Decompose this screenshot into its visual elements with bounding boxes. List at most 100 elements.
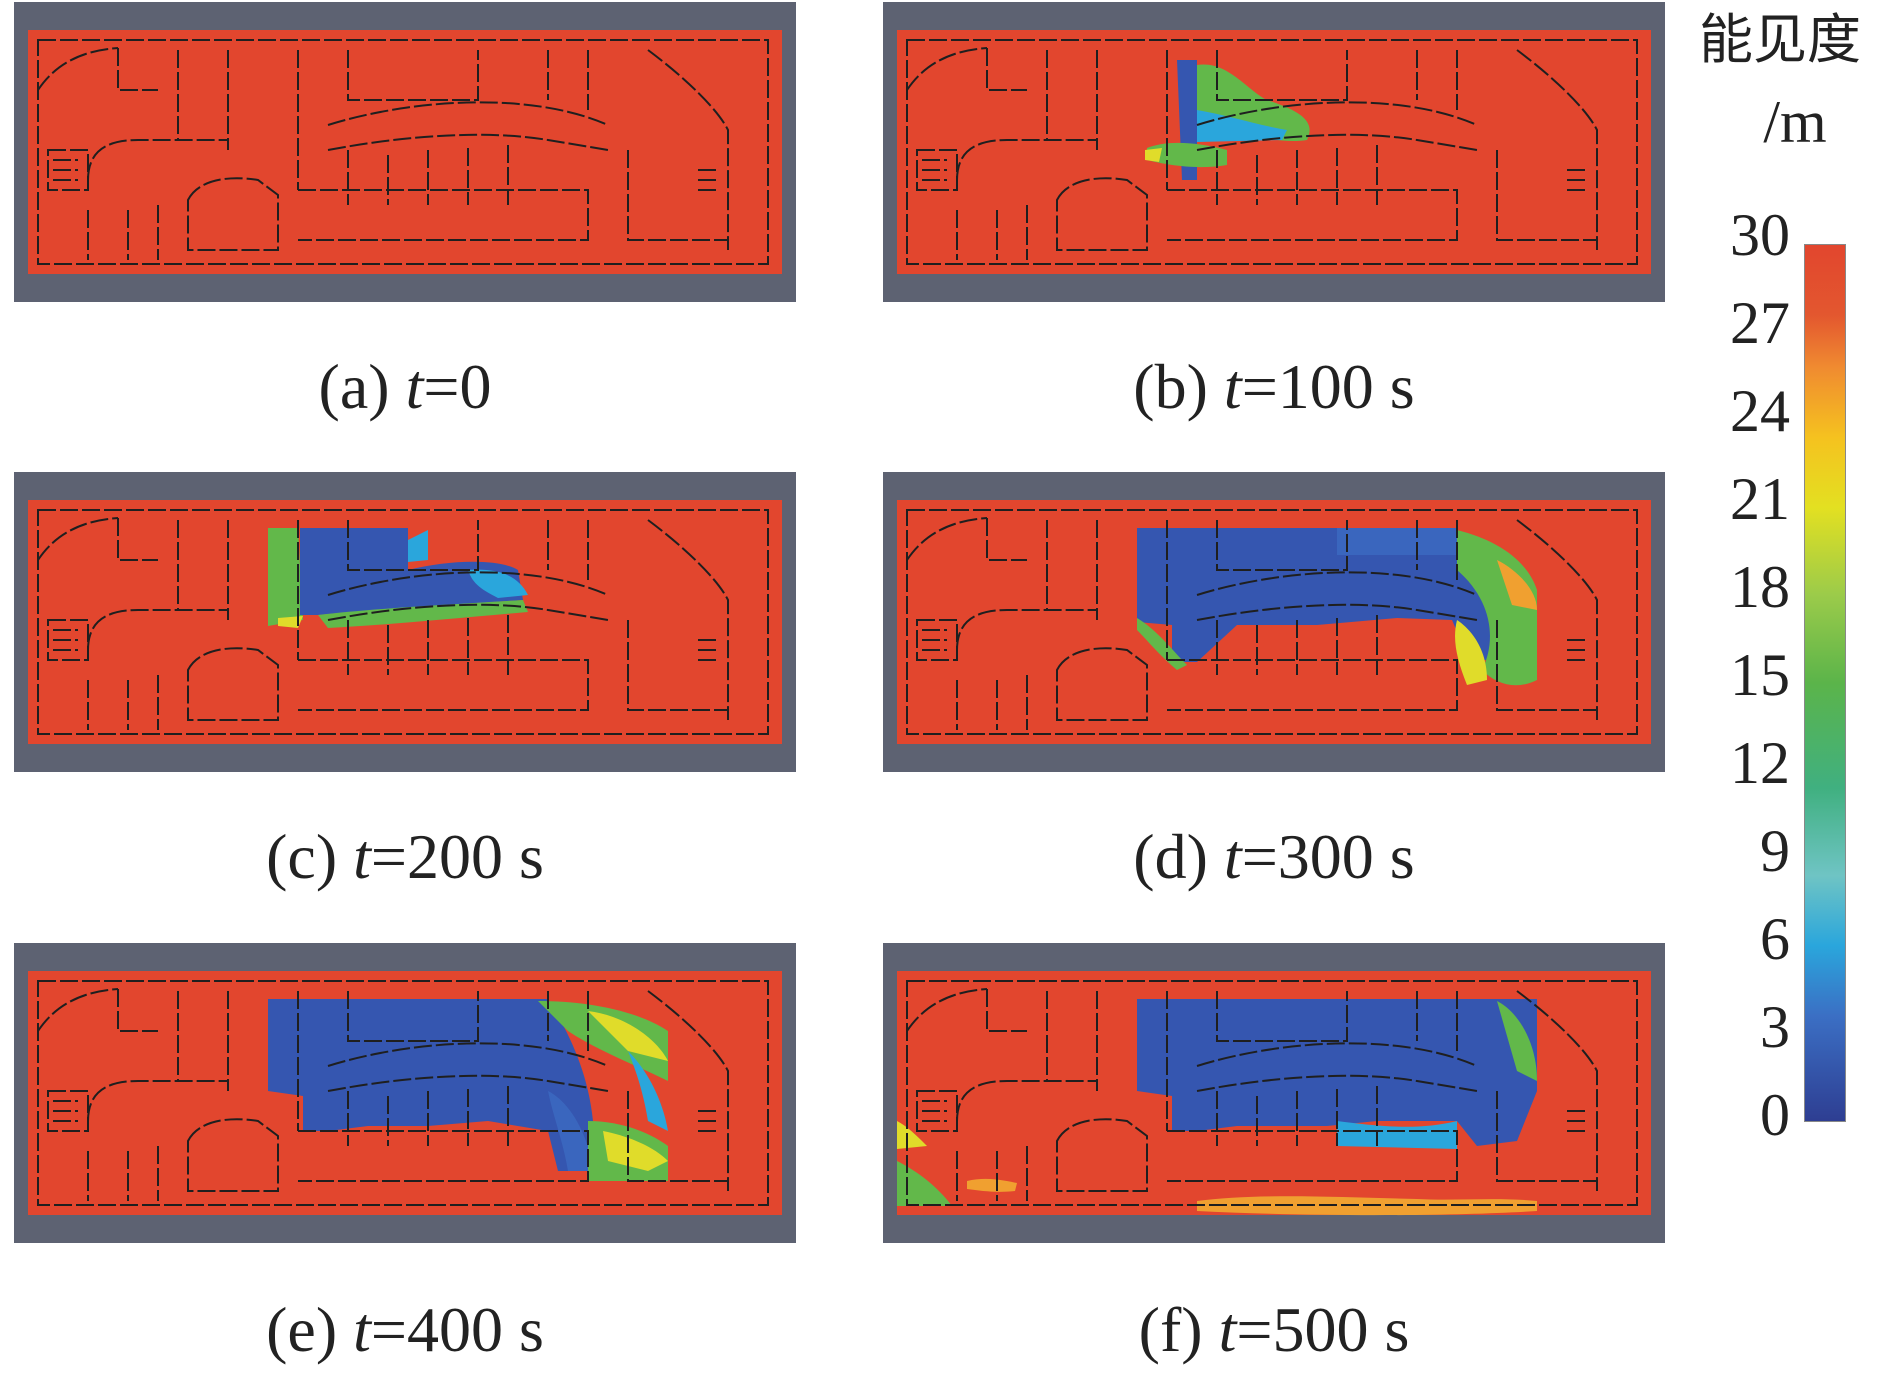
wall-line	[1567, 639, 1587, 661]
colorbar-tick: 3	[1760, 994, 1790, 1060]
wall-line	[956, 205, 1028, 260]
smoke-plume	[967, 1178, 1017, 1192]
wall-line	[1167, 659, 1458, 711]
visibility-field	[28, 30, 782, 274]
wall-line	[87, 1146, 159, 1201]
wall-line	[1516, 990, 1598, 1191]
wall-line	[117, 518, 158, 561]
wall-line	[37, 517, 119, 561]
panel-c	[14, 472, 796, 772]
colorbar-tick: 0	[1760, 1082, 1790, 1148]
floorplan-walls	[37, 39, 769, 265]
wall-line	[1196, 1042, 1478, 1067]
wall-line	[986, 48, 1027, 91]
wall-line	[37, 47, 119, 91]
smoke-plume	[1137, 999, 1537, 1146]
panel-b	[883, 2, 1665, 302]
smoke-plume	[1337, 1121, 1457, 1149]
wall-line	[956, 1146, 1028, 1201]
wall-line	[916, 619, 958, 661]
wall-line	[117, 48, 158, 91]
wall-line	[922, 159, 947, 181]
wall-line	[1056, 177, 1148, 251]
floorplan-walls	[37, 509, 769, 735]
smoke-plume	[628, 1051, 668, 1131]
wall-line	[1216, 145, 1378, 205]
wall-line	[547, 50, 589, 110]
smoke-plume	[1145, 148, 1162, 162]
floorplan-map	[14, 2, 796, 302]
colorbar-tick: 27	[1730, 290, 1790, 356]
caption-f: (f) t=500 s	[1138, 1294, 1410, 1365]
smoke-plume	[278, 616, 303, 628]
wall-line	[1416, 991, 1458, 1051]
wall-line	[906, 39, 1638, 265]
wall-line	[1196, 101, 1478, 126]
colorbar-gradient	[1804, 244, 1846, 1122]
wall-line	[986, 989, 1027, 1032]
colorbar-tick: 9	[1760, 818, 1790, 884]
wall-line	[627, 620, 728, 711]
wall-line	[1496, 620, 1597, 711]
smoke-plume	[1457, 530, 1537, 686]
smoke-plume	[1137, 528, 1512, 662]
wall-line	[187, 647, 279, 721]
wall-line	[327, 603, 609, 621]
colorbar-unit: /m	[1763, 89, 1827, 155]
wall-line	[1516, 519, 1598, 720]
wall-line	[698, 639, 718, 661]
wall-line	[347, 1086, 509, 1146]
caption-c: (c) t=200 s	[266, 821, 544, 892]
panel-e	[14, 943, 796, 1243]
wall-line	[1056, 647, 1148, 721]
wall-line	[986, 518, 1027, 561]
wall-line	[1196, 133, 1478, 151]
panel-f	[883, 943, 1665, 1243]
floorplan-walls	[906, 980, 1638, 1206]
wall-line	[1416, 50, 1458, 110]
wall-line	[298, 659, 589, 711]
wall-line	[547, 991, 589, 1051]
wall-line	[647, 519, 729, 720]
floor-area	[28, 971, 782, 1215]
smoke-plume	[468, 569, 528, 598]
smoke-plume	[1497, 1001, 1537, 1081]
smoke-plume	[268, 528, 303, 626]
wall-line	[698, 1110, 718, 1132]
floorplan-walls	[906, 39, 1638, 265]
floor-area	[28, 30, 782, 274]
wall-line	[117, 989, 158, 1032]
wall-line	[47, 619, 89, 661]
wall-line	[53, 159, 78, 181]
wall-line	[1567, 169, 1587, 191]
wall-line	[1216, 50, 1348, 101]
wall-line	[1196, 571, 1478, 596]
colorbar-tick: 21	[1730, 466, 1790, 532]
wall-line	[47, 149, 89, 191]
wall-line	[87, 675, 159, 730]
smoke-plume	[897, 1121, 927, 1149]
colorbar-tick: 30	[1730, 202, 1790, 268]
smoke-plume	[1455, 620, 1487, 685]
wall-line	[1196, 1074, 1478, 1092]
wall-line	[906, 988, 988, 1032]
colorbar-tick: 15	[1730, 642, 1790, 708]
wall-line	[87, 205, 159, 260]
wall-line	[627, 150, 728, 241]
wall-line	[187, 1118, 279, 1192]
floorplan-map	[14, 472, 796, 772]
wall-line	[327, 133, 609, 151]
wall-line	[53, 1100, 78, 1122]
wall-line	[327, 571, 609, 596]
wall-line	[1516, 49, 1598, 250]
wall-line	[37, 988, 119, 1032]
wall-line	[37, 39, 769, 265]
wall-line	[53, 629, 78, 651]
wall-line	[906, 47, 988, 91]
wall-line	[1196, 603, 1478, 621]
smoke-plume	[1337, 528, 1457, 555]
smoke-plume	[603, 1131, 668, 1171]
floorplan-map	[883, 943, 1665, 1243]
wall-line	[647, 990, 729, 1191]
wall-line	[37, 980, 769, 1206]
